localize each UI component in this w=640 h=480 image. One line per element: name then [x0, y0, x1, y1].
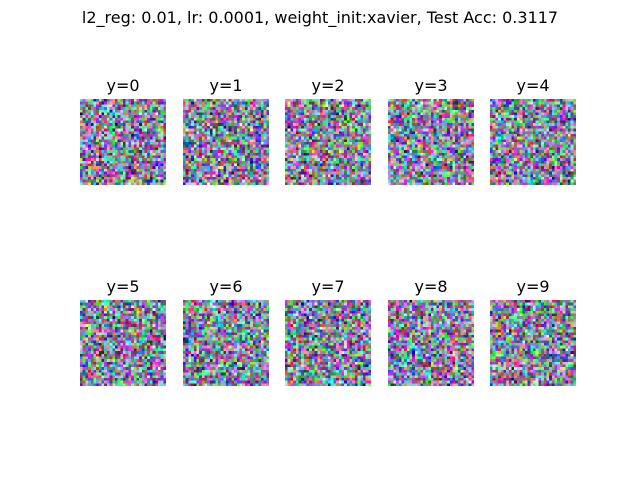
weight-panel-7: y=7 — [285, 277, 371, 386]
panel-title: y=2 — [311, 76, 345, 95]
weight-panel-4: y=4 — [490, 76, 576, 185]
weight-visualization-image — [285, 99, 371, 185]
weight-panel-0: y=0 — [80, 76, 166, 185]
weight-visualization-image — [183, 99, 269, 185]
weight-panel-1: y=1 — [183, 76, 269, 185]
weight-panel-2: y=2 — [285, 76, 371, 185]
weight-panel-5: y=5 — [80, 277, 166, 386]
weight-visualization-image — [388, 300, 474, 386]
weight-panel-3: y=3 — [388, 76, 474, 185]
weight-visualization-image — [285, 300, 371, 386]
weight-panel-8: y=8 — [388, 277, 474, 386]
panel-title: y=8 — [414, 277, 448, 296]
panel-title: y=7 — [311, 277, 345, 296]
weight-visualization-image — [388, 99, 474, 185]
panel-title: y=6 — [209, 277, 243, 296]
panel-title: y=3 — [414, 76, 448, 95]
weight-visualization-image — [80, 99, 166, 185]
weight-visualization-image — [80, 300, 166, 386]
panel-title: y=5 — [106, 277, 140, 296]
panel-title: y=9 — [516, 277, 550, 296]
panel-title: y=4 — [516, 76, 550, 95]
weight-panel-9: y=9 — [490, 277, 576, 386]
figure-title: l2_reg: 0.01, lr: 0.0001, weight_init:xa… — [81, 8, 559, 27]
panel-title: y=1 — [209, 76, 243, 95]
weight-visualization-image — [490, 99, 576, 185]
weight-visualization-image — [183, 300, 269, 386]
weight-visualization-image — [490, 300, 576, 386]
weight-panel-6: y=6 — [183, 277, 269, 386]
panel-title: y=0 — [106, 76, 140, 95]
